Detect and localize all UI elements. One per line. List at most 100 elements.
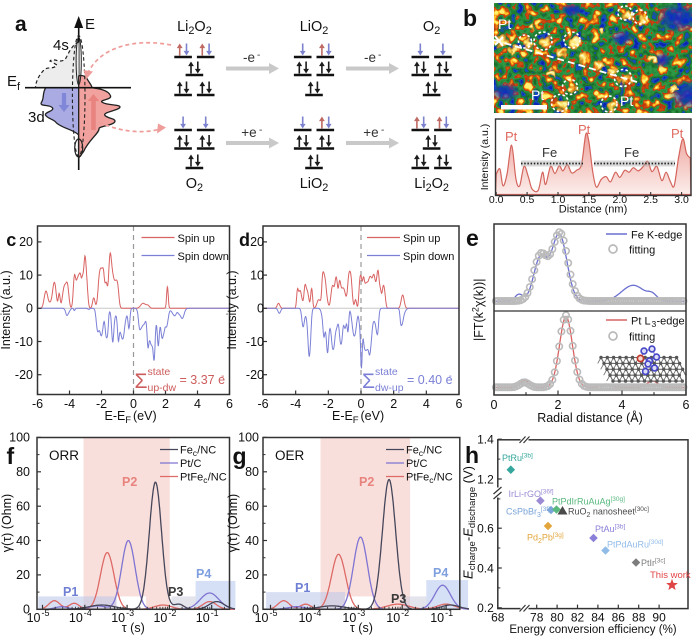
svg-text:Intensity (a.u.): Intensity (a.u.) — [225, 270, 239, 349]
svg-text:4: 4 — [619, 398, 626, 412]
svg-text:RuO: RuO — [568, 507, 587, 517]
svg-text:2.0: 2.0 — [612, 194, 627, 206]
svg-text:Fe: Fe — [180, 445, 193, 457]
svg-text:P3: P3 — [168, 585, 183, 599]
svg-text:fitting: fitting — [629, 245, 655, 257]
svg-text:E-E: E-E — [332, 409, 353, 423]
svg-text:c: c — [193, 448, 198, 458]
svg-text:Li: Li — [177, 19, 188, 35]
svg-text:b: b — [463, 5, 477, 31]
svg-text:6: 6 — [226, 397, 233, 411]
svg-text:0: 0 — [130, 397, 137, 411]
svg-text:Intensity (a.u.): Intensity (a.u.) — [0, 270, 13, 349]
svg-text:[3b]: [3b] — [615, 524, 626, 531]
svg-text:PtRu: PtRu — [502, 453, 522, 463]
svg-text:F: F — [125, 415, 131, 426]
svg-text:state: state — [375, 366, 398, 378]
svg-text:Distance (nm): Distance (nm) — [559, 204, 627, 216]
svg-text:20: 20 — [245, 568, 259, 582]
svg-text:3d: 3d — [28, 109, 45, 126]
svg-text:10: 10 — [153, 611, 167, 625]
svg-text:0: 0 — [358, 397, 365, 411]
svg-text:χ(k))|: χ(k))| — [472, 278, 486, 307]
svg-text:|FT(k: |FT(k — [472, 311, 486, 341]
svg-text:2.5: 2.5 — [643, 194, 658, 206]
svg-text:0.5: 0.5 — [520, 194, 535, 206]
svg-text:Pt: Pt — [620, 93, 633, 109]
svg-text:1.0: 1.0 — [551, 194, 566, 206]
svg-text:d: d — [239, 230, 250, 250]
svg-text:P4: P4 — [433, 566, 448, 580]
svg-text:88: 88 — [632, 611, 646, 625]
svg-text:-20: -20 — [246, 368, 264, 382]
svg-text:PtFe: PtFe — [180, 472, 203, 484]
svg-text:-e: -e — [243, 50, 255, 65]
svg-text:[3g]: [3g] — [553, 532, 564, 539]
svg-text:-: - — [449, 371, 452, 382]
svg-text:Intensity (a.u.): Intensity (a.u.) — [479, 124, 491, 191]
svg-text:6: 6 — [456, 397, 463, 411]
svg-text:2: 2 — [538, 538, 542, 545]
svg-text:Spin up: Spin up — [403, 233, 440, 245]
svg-text:20: 20 — [250, 235, 264, 249]
svg-text:78: 78 — [530, 611, 544, 625]
svg-text:1.4: 1.4 — [477, 433, 494, 447]
svg-text:Pt/C: Pt/C — [406, 458, 427, 470]
svg-text:-4: -4 — [290, 397, 301, 411]
svg-text:Li: Li — [414, 176, 425, 192]
svg-text:4: 4 — [194, 397, 201, 411]
svg-text:10: 10 — [342, 611, 356, 625]
svg-text:-10: -10 — [246, 335, 264, 349]
svg-text:= 3.37 e: = 3.37 e — [180, 373, 226, 387]
svg-text:10: 10 — [196, 611, 210, 625]
svg-text:3: 3 — [652, 319, 657, 329]
svg-text:10: 10 — [255, 611, 269, 625]
svg-text:2: 2 — [162, 397, 169, 411]
svg-text:80: 80 — [245, 465, 259, 479]
svg-text:80: 80 — [550, 611, 564, 625]
svg-text:E: E — [7, 73, 17, 90]
svg-text:τ (s): τ (s) — [350, 621, 373, 635]
svg-text:0: 0 — [26, 302, 33, 316]
svg-text:e: e — [466, 225, 479, 251]
svg-text:IrLi-rGO: IrLi-rGO — [509, 489, 542, 499]
svg-text:-2: -2 — [168, 608, 176, 618]
svg-text:/NC: /NC — [423, 445, 442, 457]
svg-text:Spin down: Spin down — [178, 251, 229, 263]
svg-text:E: E — [461, 570, 476, 579]
svg-text:10: 10 — [386, 611, 400, 625]
svg-text:0: 0 — [252, 603, 259, 617]
svg-text:-5: -5 — [42, 608, 50, 618]
svg-text:[3f]: [3f] — [541, 506, 550, 513]
svg-text:c: c — [419, 448, 424, 458]
svg-text:20: 20 — [16, 568, 30, 582]
svg-text:100: 100 — [9, 431, 30, 445]
svg-text:-6: -6 — [257, 397, 268, 411]
svg-text:LiO: LiO — [300, 19, 323, 35]
svg-text:Fe K-edge: Fe K-edge — [631, 230, 682, 242]
svg-text:40: 40 — [16, 534, 30, 548]
svg-text:Pt L: Pt L — [631, 316, 651, 328]
svg-text:4s: 4s — [53, 37, 69, 54]
svg-text:0: 0 — [491, 398, 498, 412]
svg-text:f: f — [17, 81, 21, 93]
svg-text:dw-up: dw-up — [375, 382, 404, 394]
svg-text:τ (s): τ (s) — [122, 621, 145, 635]
svg-text:0.0: 0.0 — [489, 194, 504, 206]
svg-text:10: 10 — [19, 268, 33, 282]
svg-text:-3: -3 — [126, 608, 134, 618]
svg-text:PtPdAuRu: PtPdAuRu — [607, 540, 649, 550]
svg-text:10: 10 — [27, 611, 41, 625]
svg-text:20: 20 — [19, 235, 33, 249]
svg-text:0: 0 — [257, 302, 264, 316]
svg-text:-e: -e — [364, 50, 376, 65]
svg-text:86: 86 — [612, 611, 626, 625]
svg-text:-: - — [257, 50, 260, 61]
svg-text:0.6: 0.6 — [477, 522, 494, 536]
svg-text:g: g — [233, 443, 247, 469]
svg-text:-: - — [259, 125, 262, 136]
svg-text:nanosheet: nanosheet — [593, 507, 636, 517]
svg-text:PtFe: PtFe — [406, 472, 429, 484]
svg-text:0.4: 0.4 — [477, 561, 494, 575]
svg-text:-edge: -edge — [657, 316, 685, 328]
